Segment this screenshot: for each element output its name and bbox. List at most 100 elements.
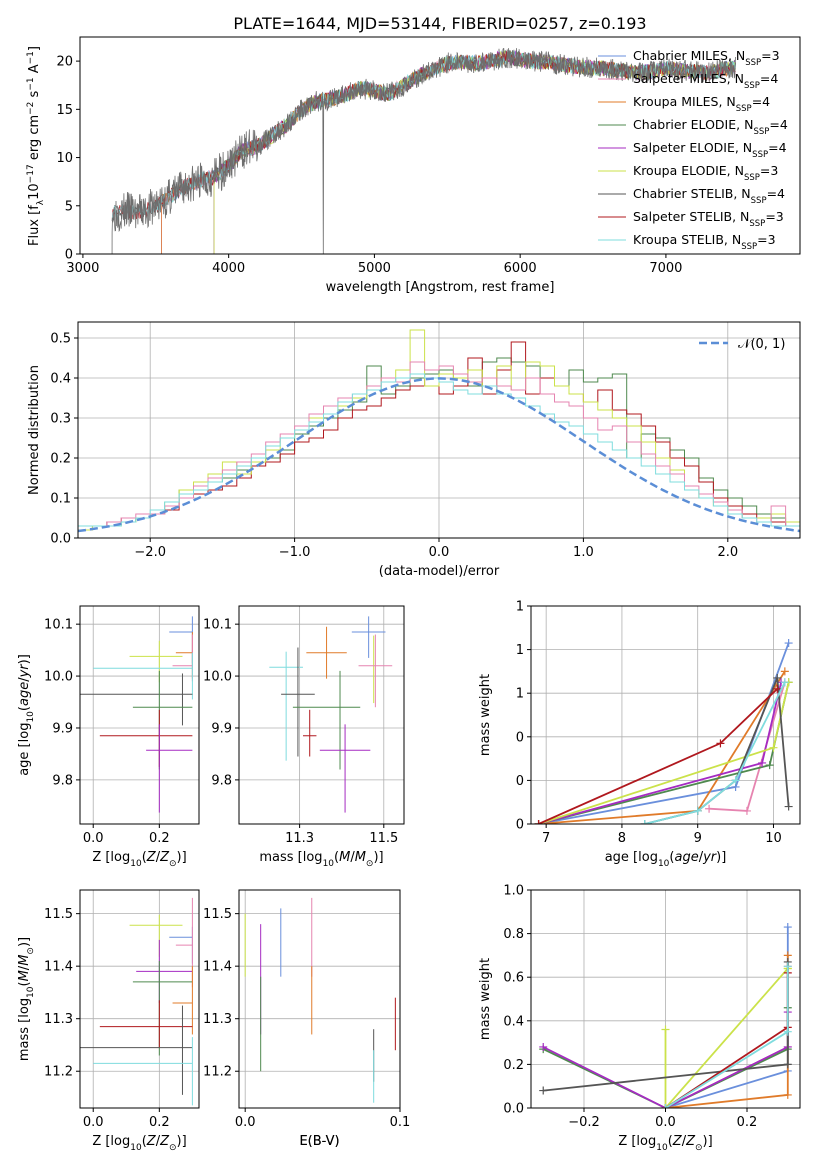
y-tick-label: 1 <box>516 643 524 658</box>
label-part: ( <box>142 850 147 865</box>
y-tick-label: 11.2 <box>44 1065 73 1080</box>
label-part: M <box>17 955 32 966</box>
weight-line <box>644 681 786 824</box>
y-tick-label: 11.3 <box>203 1012 232 1027</box>
series-kroupa-stelib <box>640 678 789 824</box>
weight-marker <box>640 820 649 824</box>
weight-line <box>664 967 789 1108</box>
label-part: )] <box>373 850 383 865</box>
label-part: −2 <box>26 102 36 115</box>
weight-marker <box>705 804 714 813</box>
weight-marker <box>758 758 767 767</box>
legend-name: Chabrier ELODIE, N <box>633 117 753 132</box>
label-part: ( <box>669 850 674 865</box>
errorbar-salpeter-miles <box>358 634 393 708</box>
legend-sub: SSP <box>752 150 768 160</box>
plot-area <box>80 616 193 813</box>
legend-name: Salpeter STELIB, N <box>633 209 749 224</box>
series-kroupa-miles <box>661 951 792 1108</box>
label-part: age [log <box>605 850 658 865</box>
errorbar-salpeter-stelib <box>99 1000 193 1048</box>
label-part: / <box>350 850 355 865</box>
y-axis-label-mass-weight-vs-age: mass weight <box>478 674 493 756</box>
y-tick-label: 9.8 <box>211 773 232 788</box>
errorbar-kroupa-miles <box>306 626 347 679</box>
label-part: age [log <box>17 723 32 776</box>
y-axis-label-mass-weight-vs-Z: mass weight <box>478 958 493 1040</box>
label-part: 10 <box>658 859 670 869</box>
x-axis-label: wavelength [Angstrom, rest frame] <box>326 280 555 295</box>
errorbar-kroupa-elodie <box>129 914 183 957</box>
legend-entry: Salpeter ELODIE, NSSP=4 <box>633 140 787 160</box>
weight-marker <box>769 743 778 752</box>
label-part: M <box>339 850 350 865</box>
axes-frame <box>79 889 200 1109</box>
x-tick-label: 10 <box>765 831 782 846</box>
legend-sub: SSP <box>749 219 765 229</box>
y-tick-label: 11.2 <box>203 1065 232 1080</box>
x-tick-label: 0.0 <box>429 545 450 560</box>
y-tick-label: 5 <box>65 199 73 214</box>
legend-value: =4 <box>769 117 787 132</box>
legend-entry: Chabrier STELIB, NSSP=4 <box>633 186 785 206</box>
x-tick-label: 0.0 <box>83 1115 104 1130</box>
legend-entry: Kroupa ELODIE, NSSP=3 <box>633 163 778 183</box>
legend-entry: Salpeter MILES, NSSP=4 <box>633 71 778 91</box>
y-tick-label: 15 <box>56 103 73 118</box>
label-part: erg cm <box>27 115 42 164</box>
x-tick-label: 0.2 <box>149 831 170 846</box>
y-tick-label: 11.4 <box>203 960 232 975</box>
label-part: s <box>27 90 42 101</box>
x-tick-label: 0.2 <box>149 1115 170 1130</box>
x-tick-label: 0.0 <box>83 831 104 846</box>
weight-line <box>665 927 789 1108</box>
x-tick-label: 7000 <box>649 261 682 276</box>
legend-name: Kroupa MILES, N <box>633 94 736 109</box>
weight-marker <box>784 639 793 648</box>
legend-value: =4 <box>768 140 786 155</box>
label-part: Z <box>146 850 157 865</box>
legend-sub: SSP <box>751 196 767 206</box>
label-part: ( <box>17 706 32 711</box>
label-part: ( <box>668 1134 673 1149</box>
label-part: Z <box>146 1134 157 1149</box>
weight-line <box>538 688 778 824</box>
y-tick-label: 11.5 <box>203 907 232 922</box>
errorbar-chabrier-elodie <box>132 960 193 1056</box>
histogram-salpeter-miles <box>78 361 800 527</box>
legend-entry: Kroupa MILES, NSSP=4 <box>633 94 770 114</box>
label-part: ( <box>142 1134 147 1149</box>
y-tick-label: 1 <box>516 687 524 702</box>
label-part: ( <box>334 850 339 865</box>
label-part: ⊙ <box>169 859 177 869</box>
errorbar-kroupa-stelib <box>93 1037 193 1106</box>
weight-marker <box>783 962 792 971</box>
plot-mass-vs-ebv: 0.0 0.1 11.2 11.3 11.4 11.5 E(B-V) <box>203 889 410 1149</box>
legend-value: =3 <box>765 209 783 224</box>
y-tick-label: 10.1 <box>203 618 232 633</box>
weight-marker <box>539 1042 548 1051</box>
y-tick-label: 10.1 <box>44 618 73 633</box>
legend-entry: Chabrier ELODIE, NSSP=4 <box>633 117 788 137</box>
series-chabrier-miles <box>661 923 792 1108</box>
plot-area <box>244 897 396 1103</box>
weight-marker <box>731 776 740 785</box>
x-tick-label: 0.0 <box>235 1115 256 1130</box>
label-part: mass [log <box>17 998 32 1061</box>
y-tick-label: 10.0 <box>44 670 73 685</box>
weight-marker <box>783 1060 792 1069</box>
label-part: ⊙ <box>169 1143 177 1153</box>
x-tick-label: 1.0 <box>573 545 594 560</box>
label-part: / <box>682 1134 687 1149</box>
label-part: yr <box>17 663 32 679</box>
x-tick-label: 4000 <box>212 261 245 276</box>
plot-mass-weight-vs-Z: −0.2 0.0 0.20.00.20.40.60.81.0Z [log10(Z/Z… <box>503 884 801 1153</box>
x-axis-label: E(B-V) <box>299 1134 339 1149</box>
weight-marker <box>773 684 782 693</box>
series-chabrier-miles <box>534 639 793 824</box>
plot-area <box>78 329 800 533</box>
label-part: Z <box>159 1134 170 1149</box>
y-tick-label: 0.1 <box>50 492 71 507</box>
y-tick-label: 11.3 <box>44 1012 73 1027</box>
